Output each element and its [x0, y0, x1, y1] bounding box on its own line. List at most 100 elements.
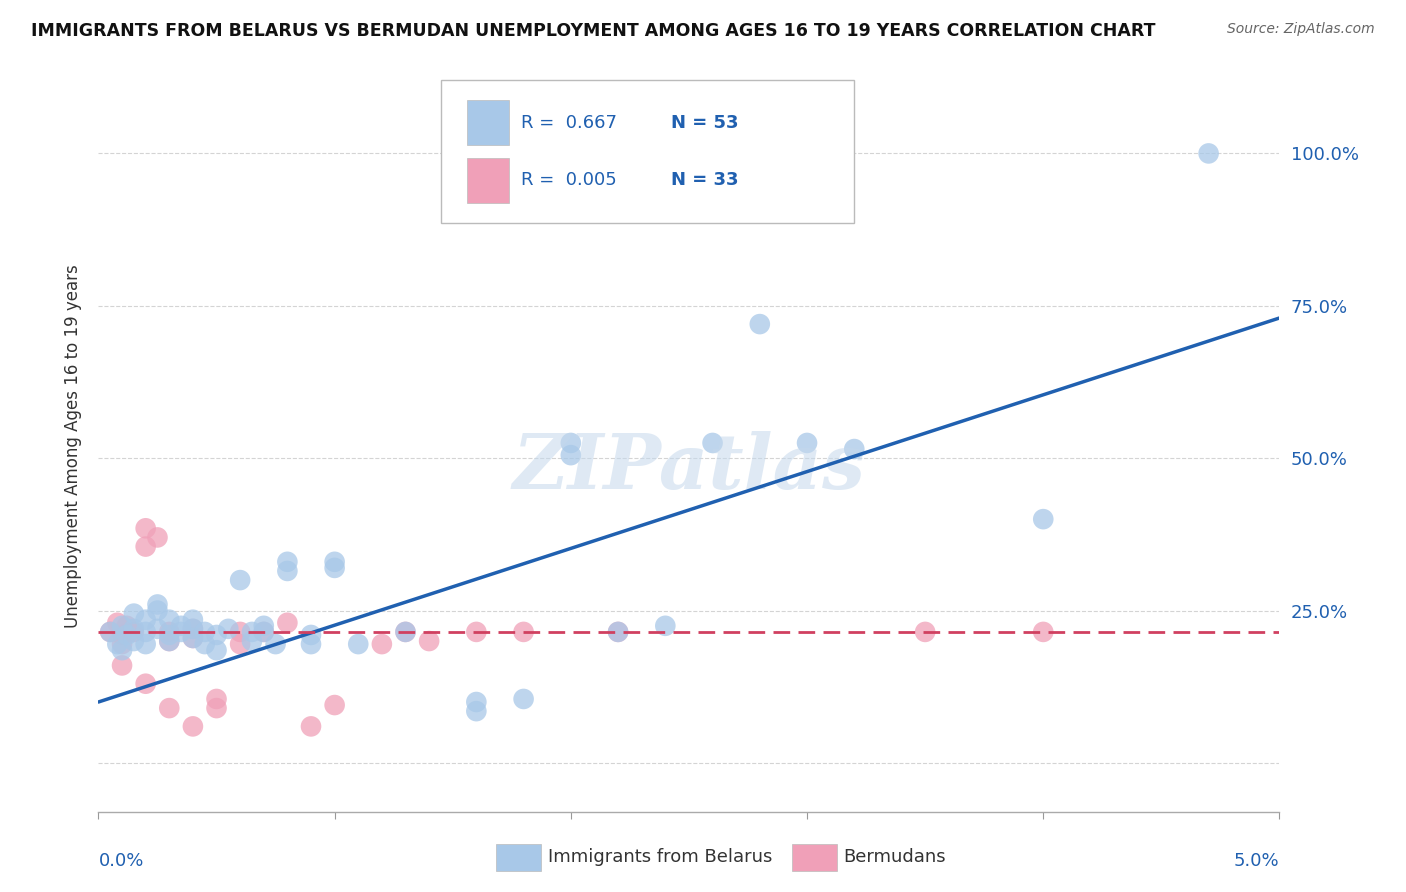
- Point: [205, 628, 228, 642]
- Point: [1032, 624, 1054, 639]
- Point: [240, 634, 263, 648]
- Point: [512, 692, 534, 706]
- Point: [146, 530, 169, 544]
- Point: [229, 637, 252, 651]
- Point: [276, 555, 298, 569]
- Point: [229, 573, 252, 587]
- Point: [157, 701, 180, 715]
- Point: [105, 637, 128, 651]
- Point: [157, 634, 180, 648]
- Point: [205, 692, 228, 706]
- Text: Bermudans: Bermudans: [844, 848, 946, 866]
- Point: [135, 540, 157, 554]
- Text: ZIPatlas: ZIPatlas: [512, 431, 866, 505]
- Point: [607, 624, 630, 639]
- Point: [194, 637, 217, 651]
- Point: [205, 701, 228, 715]
- Point: [111, 643, 134, 657]
- Point: [323, 698, 346, 712]
- Point: [253, 624, 276, 639]
- Point: [181, 622, 204, 636]
- Point: [702, 436, 724, 450]
- Point: [181, 613, 204, 627]
- Text: R =  0.005: R = 0.005: [522, 171, 617, 189]
- Point: [560, 436, 582, 450]
- Point: [394, 624, 416, 639]
- Point: [181, 631, 204, 645]
- Point: [229, 624, 252, 639]
- Point: [135, 613, 157, 627]
- Point: [347, 637, 370, 651]
- Point: [418, 634, 440, 648]
- Point: [654, 619, 676, 633]
- Point: [240, 624, 263, 639]
- Point: [111, 619, 134, 633]
- Y-axis label: Unemployment Among Ages 16 to 19 years: Unemployment Among Ages 16 to 19 years: [63, 264, 82, 628]
- Text: N = 53: N = 53: [671, 113, 738, 132]
- Text: N = 33: N = 33: [671, 171, 738, 189]
- Point: [122, 624, 145, 639]
- Point: [170, 624, 193, 639]
- Point: [465, 704, 488, 718]
- FancyBboxPatch shape: [441, 80, 855, 223]
- Point: [371, 637, 394, 651]
- Point: [105, 615, 128, 630]
- Text: Immigrants from Belarus: Immigrants from Belarus: [548, 848, 773, 866]
- Point: [205, 643, 228, 657]
- Point: [98, 624, 121, 639]
- Point: [276, 615, 298, 630]
- Point: [253, 624, 276, 639]
- Point: [157, 634, 180, 648]
- Point: [181, 622, 204, 636]
- Point: [748, 317, 770, 331]
- Point: [264, 637, 287, 651]
- Point: [394, 624, 416, 639]
- Point: [115, 628, 138, 642]
- Point: [560, 448, 582, 462]
- Point: [194, 624, 217, 639]
- Point: [844, 442, 866, 456]
- Point: [217, 622, 239, 636]
- Point: [914, 624, 936, 639]
- Point: [607, 624, 630, 639]
- Point: [465, 624, 488, 639]
- Point: [157, 624, 180, 639]
- Point: [122, 607, 145, 621]
- Text: IMMIGRANTS FROM BELARUS VS BERMUDAN UNEMPLOYMENT AMONG AGES 16 TO 19 YEARS CORRE: IMMIGRANTS FROM BELARUS VS BERMUDAN UNEM…: [31, 22, 1156, 40]
- Point: [181, 631, 204, 645]
- Point: [122, 634, 145, 648]
- Point: [135, 637, 157, 651]
- Point: [135, 624, 157, 639]
- Point: [157, 613, 180, 627]
- Point: [170, 619, 193, 633]
- Text: Source: ZipAtlas.com: Source: ZipAtlas.com: [1227, 22, 1375, 37]
- Point: [146, 598, 169, 612]
- Point: [323, 561, 346, 575]
- Point: [299, 719, 322, 733]
- Point: [115, 619, 138, 633]
- Point: [111, 637, 134, 651]
- FancyBboxPatch shape: [467, 101, 509, 145]
- Point: [111, 628, 134, 642]
- FancyBboxPatch shape: [467, 158, 509, 202]
- Text: 0.0%: 0.0%: [98, 852, 143, 870]
- Point: [157, 628, 180, 642]
- Point: [98, 624, 121, 639]
- Point: [299, 637, 322, 651]
- Point: [1032, 512, 1054, 526]
- Point: [465, 695, 488, 709]
- Point: [146, 604, 169, 618]
- Point: [181, 719, 204, 733]
- Point: [512, 624, 534, 639]
- Point: [122, 622, 145, 636]
- Point: [276, 564, 298, 578]
- Text: 5.0%: 5.0%: [1234, 852, 1279, 870]
- Point: [135, 521, 157, 535]
- Point: [1198, 146, 1220, 161]
- Point: [135, 676, 157, 690]
- Point: [323, 555, 346, 569]
- Point: [253, 619, 276, 633]
- Text: R =  0.667: R = 0.667: [522, 113, 617, 132]
- Point: [146, 622, 169, 636]
- Point: [299, 628, 322, 642]
